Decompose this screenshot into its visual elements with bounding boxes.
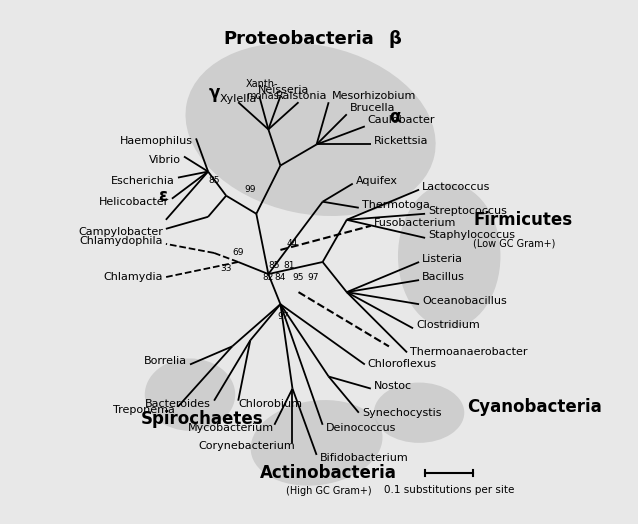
Text: Firmicutes: Firmicutes	[473, 211, 572, 229]
Text: Corynebacterium: Corynebacterium	[199, 441, 295, 451]
Text: Cyanobacteria: Cyanobacteria	[467, 398, 602, 416]
Text: Aquifex: Aquifex	[356, 176, 397, 185]
Ellipse shape	[398, 183, 500, 329]
Text: Chloroflexus: Chloroflexus	[368, 359, 437, 369]
Text: γ: γ	[209, 84, 220, 102]
Text: Thermoanaerobacter: Thermoanaerobacter	[410, 347, 528, 357]
Text: Rickettsia: Rickettsia	[374, 136, 428, 146]
Text: Actinobacteria: Actinobacteria	[260, 464, 397, 482]
Text: Bacteroides: Bacteroides	[145, 399, 211, 409]
Text: Listeria: Listeria	[422, 254, 463, 264]
Text: 97: 97	[278, 312, 289, 321]
Text: Chlamydia: Chlamydia	[103, 272, 163, 282]
Text: Clostridium: Clostridium	[416, 320, 480, 330]
Text: Bifidobacterium: Bifidobacterium	[320, 453, 408, 463]
Text: Neisseria: Neisseria	[258, 85, 309, 95]
Text: Spirochaetes: Spirochaetes	[141, 410, 263, 428]
Text: 95: 95	[293, 272, 304, 281]
Text: Nostoc: Nostoc	[374, 380, 412, 390]
Text: Oceanobacillus: Oceanobacillus	[422, 296, 507, 306]
Text: Chlorobium: Chlorobium	[238, 399, 302, 409]
Text: Fusobacterium: Fusobacterium	[374, 218, 456, 228]
Text: Haemophilus: Haemophilus	[120, 136, 193, 146]
Text: 99: 99	[244, 185, 256, 194]
Text: 85: 85	[209, 176, 220, 185]
Text: Caulobacter: Caulobacter	[368, 115, 435, 125]
Text: 84: 84	[275, 272, 286, 281]
Text: Streptococcus: Streptococcus	[428, 206, 507, 216]
Text: 82: 82	[263, 272, 274, 281]
Text: Proteobacteria: Proteobacteria	[223, 30, 374, 48]
Text: Xanth-
monas: Xanth- monas	[246, 80, 279, 101]
Text: Synechocystis: Synechocystis	[362, 408, 441, 418]
Text: 85: 85	[269, 260, 280, 269]
Ellipse shape	[251, 400, 383, 486]
Text: ε: ε	[158, 187, 168, 205]
Text: Mycobacterium: Mycobacterium	[188, 423, 274, 433]
Text: Brucella: Brucella	[350, 103, 396, 113]
Text: (Low GC Gram+): (Low GC Gram+)	[473, 239, 556, 249]
Text: 69: 69	[232, 248, 244, 257]
Text: 97: 97	[308, 272, 320, 281]
Text: Campylobacter: Campylobacter	[78, 227, 163, 237]
Ellipse shape	[145, 358, 235, 431]
Text: Escherichia: Escherichia	[111, 176, 175, 185]
Ellipse shape	[186, 43, 436, 216]
Text: Bacillus: Bacillus	[422, 272, 465, 282]
Text: Treponema: Treponema	[113, 405, 175, 414]
Text: (High GC Gram+): (High GC Gram+)	[286, 486, 371, 496]
Text: 44: 44	[287, 239, 298, 248]
Text: Mesorhizobium: Mesorhizobium	[332, 91, 416, 101]
Text: Deinococcus: Deinococcus	[325, 423, 396, 433]
Text: Ralstonia: Ralstonia	[276, 91, 327, 101]
Text: Vibrio: Vibrio	[149, 155, 181, 165]
Text: β: β	[389, 30, 402, 48]
Text: Chlamydophila: Chlamydophila	[79, 236, 163, 246]
Text: Thermotoga: Thermotoga	[362, 200, 429, 210]
Text: Xylella: Xylella	[219, 94, 257, 104]
Ellipse shape	[374, 383, 464, 443]
Text: Helicobacter: Helicobacter	[99, 196, 169, 206]
Text: 81: 81	[284, 260, 295, 269]
Text: α: α	[389, 108, 400, 126]
Text: 0.1 substitutions per site: 0.1 substitutions per site	[384, 485, 514, 495]
Text: 33: 33	[220, 264, 232, 272]
Text: Borrelia: Borrelia	[144, 356, 187, 366]
Text: Lactococcus: Lactococcus	[422, 182, 491, 192]
Text: Staphylococcus: Staphylococcus	[428, 230, 515, 240]
